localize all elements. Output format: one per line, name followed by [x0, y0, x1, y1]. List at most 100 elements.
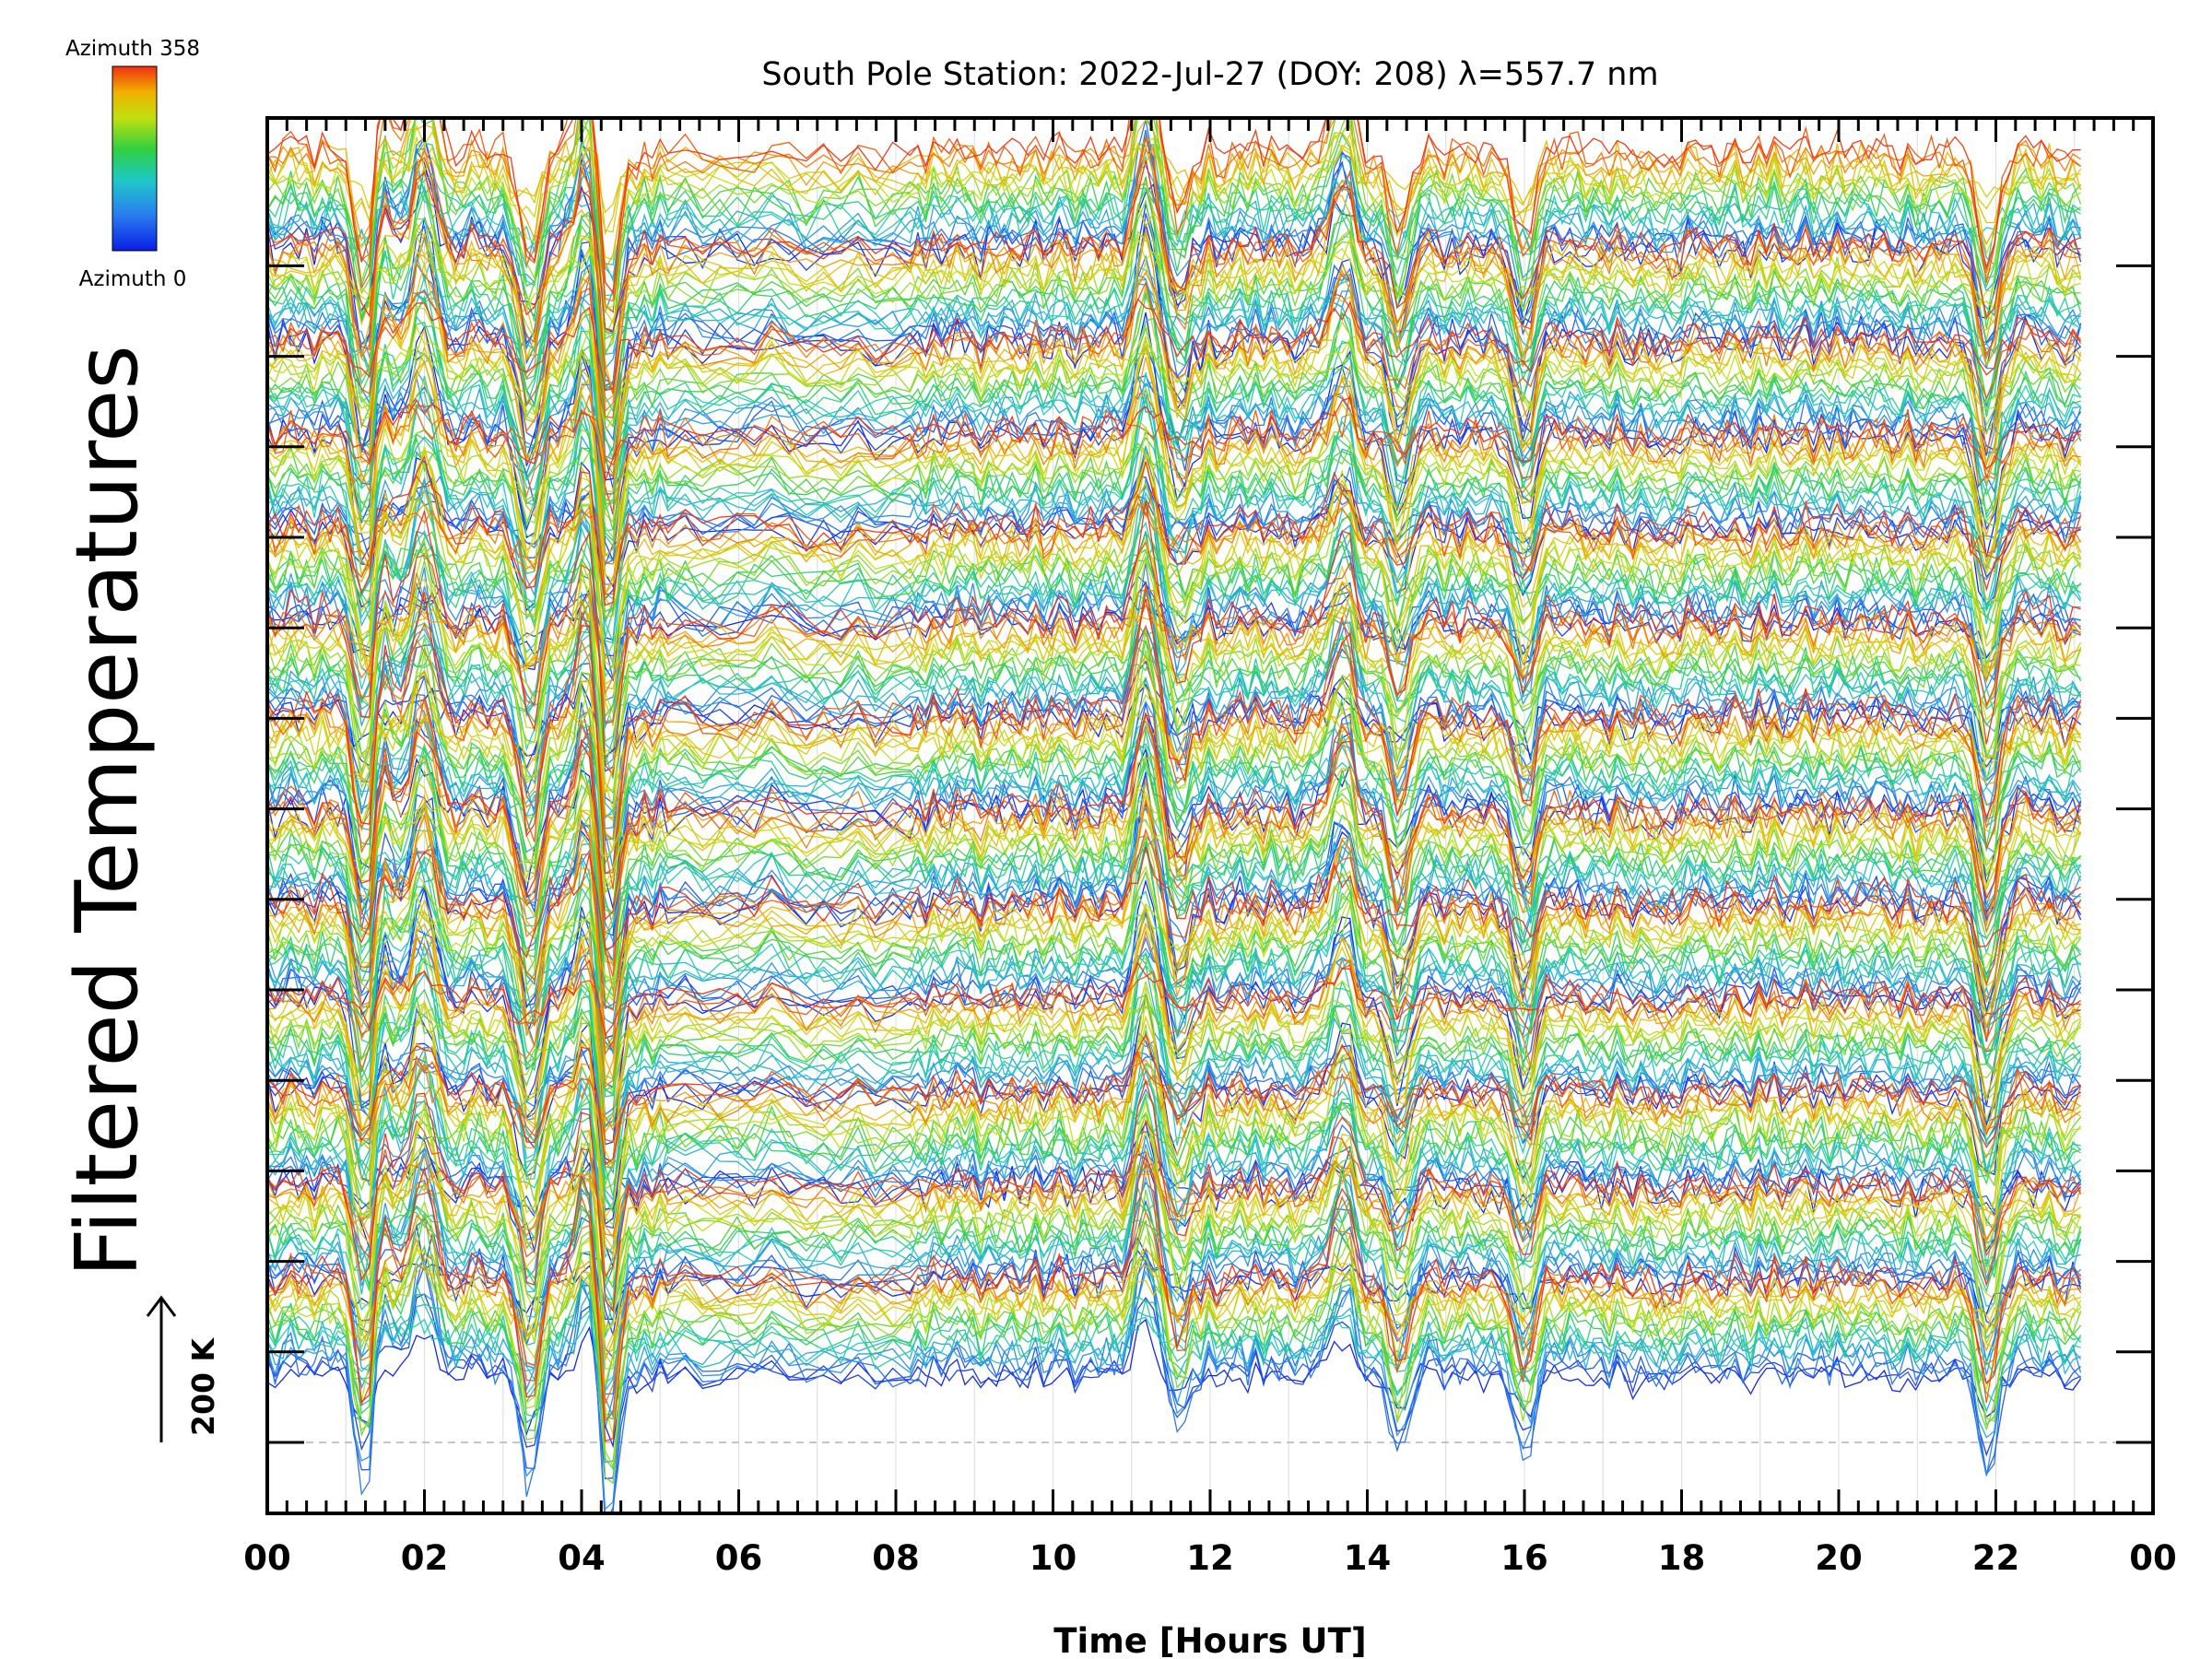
- series-line: [267, 742, 2082, 998]
- series-line: [267, 396, 2082, 482]
- series-line: [267, 198, 2081, 392]
- series-line: [267, 274, 2082, 390]
- series-line: [267, 1206, 2081, 1303]
- series-line: [267, 630, 2082, 915]
- series-group: [267, 118, 2082, 1513]
- series-line: [267, 741, 2082, 841]
- series-line: [267, 963, 2082, 1202]
- colorbar-bottom-label: Azimuth 0: [79, 267, 187, 291]
- series-line: [267, 118, 2081, 353]
- series-line: [267, 488, 2082, 725]
- series-line: [267, 294, 2081, 505]
- series-line: [267, 137, 2082, 394]
- series-line: [267, 357, 2082, 558]
- series-line: [267, 992, 2082, 1175]
- series-line: [267, 124, 2081, 261]
- series-line: [267, 721, 2082, 875]
- series-line: [267, 479, 2082, 753]
- series-line: [267, 711, 2082, 775]
- series-line: [267, 924, 2081, 1170]
- series-line: [267, 996, 2081, 1094]
- scale-bar-label: 200 K: [185, 1337, 221, 1436]
- series-line: [267, 805, 2082, 1011]
- x-axis-label: Time [Hours UT]: [1053, 1621, 1366, 1659]
- series-line: [267, 427, 2082, 713]
- y-axis-label: Filtered Temperatures: [57, 345, 157, 1277]
- x-tick-label: 22: [1972, 1538, 2020, 1578]
- series-line: [267, 585, 2081, 726]
- series-line: [267, 135, 2081, 413]
- series-line: [267, 1112, 2081, 1356]
- chart-title: South Pole Station: 2022-Jul-27 (DOY: 20…: [761, 56, 1658, 93]
- series-line: [267, 1246, 2082, 1513]
- series-line: [267, 262, 2081, 478]
- series-line: [267, 585, 2082, 830]
- series-line: [267, 640, 2081, 915]
- series-line: [267, 322, 2082, 476]
- series-line: [267, 500, 2081, 776]
- series-line: [267, 1101, 2082, 1369]
- series-line: [267, 1185, 2082, 1289]
- series-line: [267, 733, 2081, 820]
- series-line: [267, 500, 2082, 597]
- series-line: [267, 1189, 2082, 1485]
- series-line: [267, 160, 2081, 332]
- x-tick-label: 20: [1815, 1538, 1863, 1578]
- series-line: [267, 778, 2081, 1083]
- series-line: [267, 700, 2082, 935]
- series-line: [267, 118, 2082, 340]
- series-line: [267, 180, 2082, 279]
- series-line: [267, 846, 2081, 959]
- series-line: [267, 159, 2082, 313]
- series-line: [267, 807, 2081, 888]
- series-line: [267, 392, 2081, 514]
- series-line: [267, 286, 2082, 461]
- series-line: [267, 232, 2081, 324]
- series-line: [267, 834, 2082, 961]
- series-line: [267, 118, 2081, 313]
- series-line: [267, 922, 2082, 1135]
- colorbar-top-label: Azimuth 358: [65, 37, 200, 61]
- series-line: [267, 643, 2082, 730]
- series-line: [267, 217, 2082, 414]
- series-line: [267, 475, 2082, 595]
- series-line: [267, 1003, 2081, 1257]
- series-line: [267, 454, 2082, 606]
- series-line: [267, 118, 2081, 302]
- series-line: [267, 431, 2082, 623]
- x-tick-label: 12: [1186, 1538, 1234, 1578]
- series-line: [267, 276, 2081, 562]
- series-line: [267, 713, 2082, 921]
- series-line: [267, 633, 2082, 765]
- x-tick-label: 02: [401, 1538, 449, 1578]
- series-line: [267, 1146, 2081, 1241]
- x-tick-label: 08: [872, 1538, 920, 1578]
- x-tick-label: 18: [1658, 1538, 1706, 1578]
- series-line: [267, 186, 2082, 429]
- axes: [265, 116, 2155, 1515]
- series-line: [267, 593, 2081, 675]
- series-line: [267, 394, 2081, 480]
- x-tick-label: 16: [1500, 1538, 1548, 1578]
- series-line: [267, 382, 2082, 477]
- series-line: [267, 1032, 2081, 1166]
- series-line: [267, 118, 2081, 313]
- series-line: [267, 1050, 2082, 1143]
- series-line: [267, 1062, 2082, 1202]
- series-line: [267, 842, 2082, 1091]
- x-tick-label: 14: [1344, 1538, 1392, 1578]
- series-line: [267, 1141, 2081, 1306]
- series-line: [267, 1269, 2082, 1464]
- series-line: [267, 650, 2082, 890]
- series-line: [267, 444, 2082, 585]
- series-line: [267, 433, 2081, 547]
- series-line: [267, 1047, 2081, 1116]
- series-line: [267, 572, 2082, 696]
- series-line: [267, 891, 2082, 988]
- x-tick-label: 00: [243, 1538, 291, 1578]
- series-line: [267, 229, 2082, 524]
- series-line: [267, 1152, 2082, 1394]
- series-line: [267, 344, 2081, 614]
- series-line: [267, 1159, 2081, 1251]
- x-tick-label: 06: [715, 1538, 763, 1578]
